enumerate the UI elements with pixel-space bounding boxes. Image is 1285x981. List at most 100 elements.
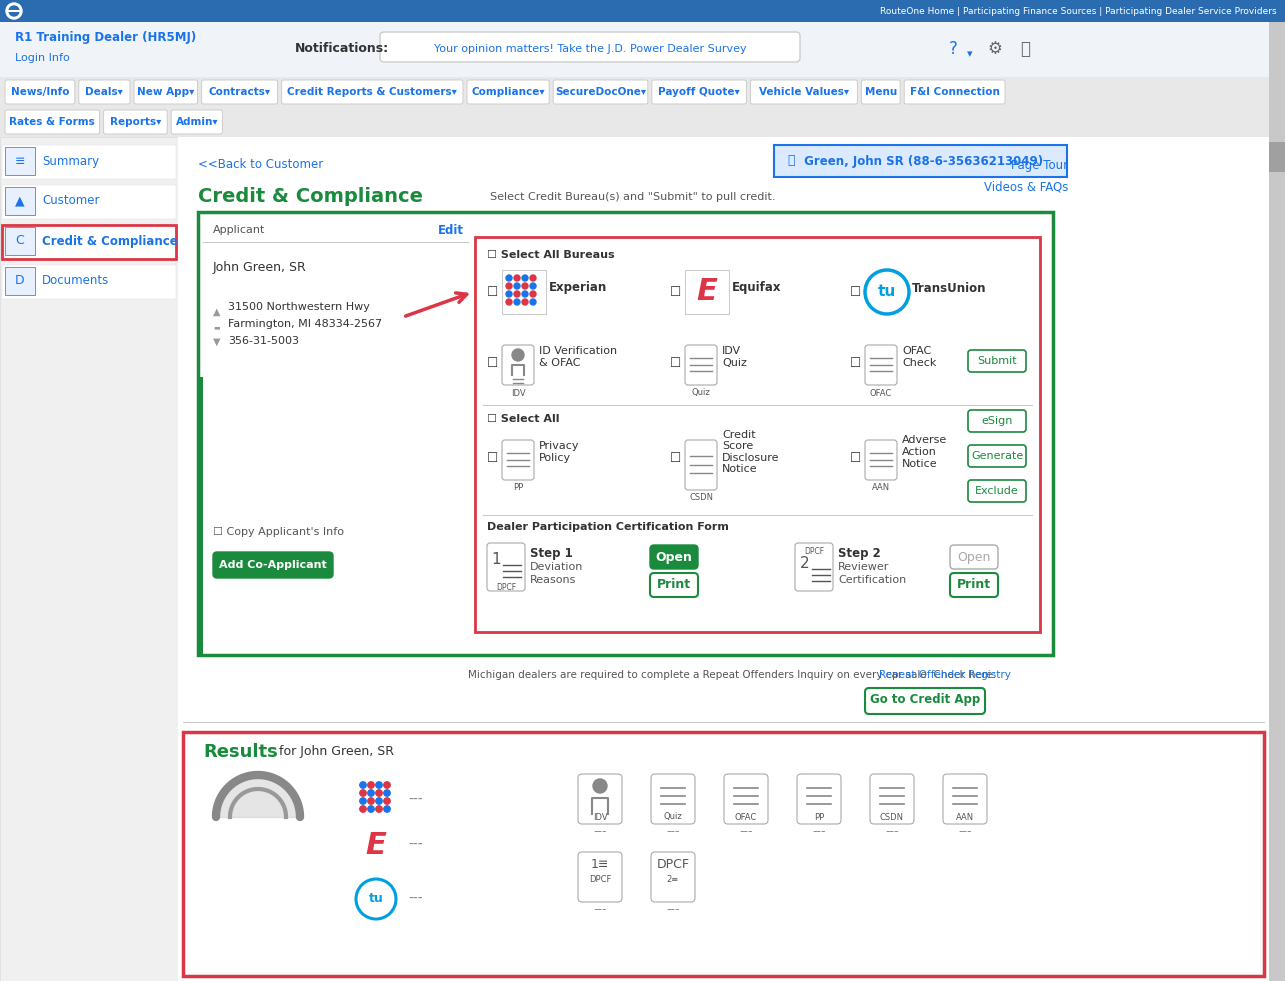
Text: Menu: Menu: [865, 87, 897, 97]
Text: R1 Training Dealer (HR5MJ): R1 Training Dealer (HR5MJ): [15, 31, 197, 44]
FancyBboxPatch shape: [179, 137, 1270, 981]
FancyBboxPatch shape: [1270, 137, 1285, 981]
Text: Generate: Generate: [971, 451, 1023, 461]
Text: Login Info: Login Info: [15, 53, 69, 63]
FancyBboxPatch shape: [795, 543, 833, 591]
FancyBboxPatch shape: [943, 774, 987, 824]
Circle shape: [375, 798, 382, 804]
Text: IDV: IDV: [510, 388, 526, 397]
Text: Credit
Score
Disclosure
Notice: Credit Score Disclosure Notice: [722, 430, 780, 475]
Circle shape: [375, 790, 382, 797]
Text: PP: PP: [813, 812, 824, 821]
Circle shape: [368, 782, 374, 788]
FancyBboxPatch shape: [0, 0, 1285, 22]
FancyBboxPatch shape: [0, 22, 1270, 77]
Text: ---: ---: [739, 825, 753, 839]
Text: ☐: ☐: [669, 356, 681, 370]
Text: E: E: [365, 831, 387, 859]
Text: Repeat Offender Registry: Repeat Offender Registry: [879, 670, 1011, 680]
FancyBboxPatch shape: [281, 80, 463, 104]
FancyBboxPatch shape: [5, 110, 100, 134]
FancyBboxPatch shape: [502, 345, 535, 385]
FancyBboxPatch shape: [651, 852, 695, 902]
Text: Quiz: Quiz: [663, 812, 682, 821]
FancyBboxPatch shape: [182, 732, 1264, 976]
Text: Michigan dealers are required to complete a Repeat Offenders Inquiry on every ca: Michigan dealers are required to complet…: [468, 670, 996, 680]
Text: 2: 2: [801, 555, 810, 571]
Text: DPCF: DPCF: [804, 546, 824, 555]
Circle shape: [384, 782, 391, 788]
Text: Edit: Edit: [438, 224, 464, 236]
FancyBboxPatch shape: [502, 440, 535, 480]
Text: IDV: IDV: [592, 812, 608, 821]
FancyBboxPatch shape: [104, 110, 167, 134]
FancyBboxPatch shape: [578, 774, 622, 824]
FancyBboxPatch shape: [968, 350, 1025, 372]
FancyBboxPatch shape: [198, 212, 1052, 655]
Text: ☐: ☐: [669, 285, 681, 298]
FancyBboxPatch shape: [1270, 22, 1285, 77]
Text: New App▾: New App▾: [137, 87, 194, 97]
FancyBboxPatch shape: [1270, 142, 1285, 172]
Text: ---: ---: [409, 793, 423, 807]
Circle shape: [360, 790, 366, 797]
Text: ☐ Select All Bureaus: ☐ Select All Bureaus: [487, 250, 614, 260]
FancyBboxPatch shape: [487, 543, 526, 591]
Text: TransUnion: TransUnion: [912, 282, 987, 294]
Circle shape: [865, 270, 908, 314]
Text: Go to Credit App: Go to Credit App: [870, 694, 980, 706]
Text: ---: ---: [409, 838, 423, 852]
Text: ---: ---: [666, 825, 680, 839]
Text: Submit: Submit: [977, 356, 1016, 366]
FancyBboxPatch shape: [650, 545, 698, 569]
FancyBboxPatch shape: [0, 137, 1285, 981]
Circle shape: [522, 291, 528, 297]
Text: Quiz: Quiz: [691, 388, 711, 397]
Circle shape: [514, 283, 520, 289]
FancyBboxPatch shape: [750, 80, 857, 104]
Circle shape: [522, 283, 528, 289]
Text: Step 2: Step 2: [838, 546, 880, 559]
Text: ☐: ☐: [487, 356, 499, 370]
Text: Deviation: Deviation: [529, 562, 583, 572]
Circle shape: [384, 798, 391, 804]
Circle shape: [522, 299, 528, 305]
Text: ☐: ☐: [849, 356, 861, 370]
Text: ☐: ☐: [849, 451, 861, 464]
Text: IDV
Quiz: IDV Quiz: [722, 346, 747, 368]
FancyBboxPatch shape: [0, 137, 179, 981]
Text: ☐: ☐: [669, 451, 681, 464]
FancyBboxPatch shape: [865, 345, 897, 385]
Text: 📁: 📁: [786, 154, 794, 168]
Text: ☐: ☐: [849, 285, 861, 298]
Circle shape: [6, 3, 22, 19]
Text: Certification: Certification: [838, 575, 906, 585]
FancyBboxPatch shape: [870, 774, 914, 824]
Circle shape: [384, 790, 391, 797]
Text: Print: Print: [657, 579, 691, 592]
FancyBboxPatch shape: [1270, 77, 1285, 107]
Text: RouteOne Home | Participating Finance Sources | Participating Dealer Service Pro: RouteOne Home | Participating Finance So…: [880, 7, 1277, 16]
Text: ≡: ≡: [14, 154, 26, 168]
FancyBboxPatch shape: [968, 445, 1025, 467]
Text: Admin▾: Admin▾: [176, 117, 218, 127]
Text: Applicant: Applicant: [213, 225, 266, 235]
FancyBboxPatch shape: [554, 80, 648, 104]
Text: Exclude: Exclude: [975, 486, 1019, 496]
FancyBboxPatch shape: [466, 80, 549, 104]
Circle shape: [529, 283, 536, 289]
FancyBboxPatch shape: [865, 688, 986, 714]
Text: CSDN: CSDN: [880, 812, 905, 821]
FancyBboxPatch shape: [774, 145, 1067, 177]
Text: ☐ Select All: ☐ Select All: [487, 414, 559, 424]
Text: ID Verification
& OFAC: ID Verification & OFAC: [538, 346, 617, 368]
Text: Equifax: Equifax: [732, 282, 781, 294]
Circle shape: [511, 349, 524, 361]
Text: CSDN: CSDN: [689, 493, 713, 502]
Text: tu: tu: [369, 893, 383, 905]
Text: Notifications:: Notifications:: [296, 42, 389, 56]
FancyBboxPatch shape: [202, 80, 278, 104]
Text: ?: ?: [948, 40, 957, 58]
Text: Open: Open: [957, 550, 991, 563]
Text: Deals▾: Deals▾: [86, 87, 123, 97]
